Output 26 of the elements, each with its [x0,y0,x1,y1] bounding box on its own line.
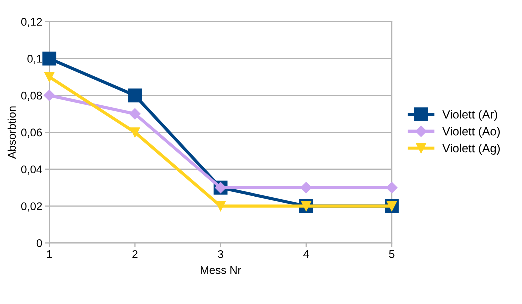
x-tick-label: 1 [47,250,52,258]
y-tick-label: 0,1 [28,55,42,64]
x-tick-label: 5 [389,250,395,258]
y-tick-label: 0,04 [21,166,42,175]
point [216,201,226,212]
y-tick-label: 0,12 [21,18,42,28]
point [128,88,142,103]
legend-label: Violett (Ag) [442,144,500,155]
legend-label: Violett (Ao) [442,127,500,138]
y-tick-label: 0,02 [21,202,42,212]
y-tick-label: 0 [36,239,42,248]
y-axis-title: Absorbtion [8,106,16,160]
legend-label: Violett (Ar) [442,110,498,122]
point [42,52,57,66]
y-tick-label: 0,06 [21,128,42,138]
point [300,182,312,194]
y-tick-label: 0,08 [21,92,42,102]
point [44,72,54,82]
x-tick-label: 4 [304,250,310,258]
point [130,108,141,120]
point [386,182,398,194]
point [44,90,56,102]
x-axis-title: Mess Nr [201,266,242,274]
x-tick-label: 3 [218,250,224,258]
point [130,128,140,138]
x-tick-label: 2 [132,250,138,258]
